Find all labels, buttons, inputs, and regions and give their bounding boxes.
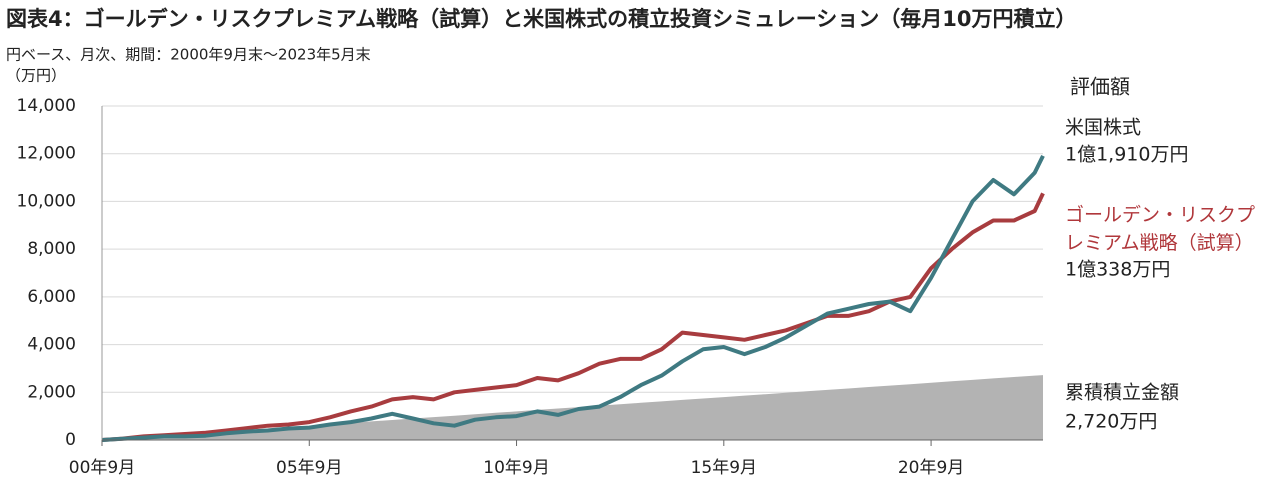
x-tick-label: 00年9月 <box>69 458 135 478</box>
y-tick-label: 2,000 <box>27 382 76 402</box>
chart-title: 図表4：ゴールデン・リスクプレミアム戦略（試算）と米国株式の積立投資シミュレーシ… <box>6 7 1077 31</box>
x-tick-label: 15年9月 <box>691 458 757 478</box>
x-tick-label: 10年9月 <box>483 458 549 478</box>
x-tick-label: 20年9月 <box>898 458 964 478</box>
y-tick-label: 6,000 <box>27 287 76 307</box>
y-tick-label: 14,000 <box>17 96 76 116</box>
y-tick-label: 4,000 <box>27 335 76 355</box>
y-tick-label: 10,000 <box>17 191 76 211</box>
y-tick-label: 12,000 <box>17 144 76 164</box>
y-tick-label: 0 <box>65 430 76 450</box>
legend-label: ゴールデン・リスクプレミアム戦略（試算） <box>1065 204 1255 254</box>
legend-label: 累積積立金額 <box>1065 382 1179 404</box>
legend-label: 米国株式 <box>1065 117 1141 139</box>
end-label: 1億1,910万円 <box>1065 144 1188 166</box>
plot-area <box>101 155 1045 442</box>
x-tick-label: 05年9月 <box>276 458 342 478</box>
y-axis-unit: （万円） <box>6 67 66 85</box>
end-label: 2,720万円 <box>1065 411 1157 433</box>
line <box>101 192 1045 442</box>
end-label: 1億338万円 <box>1065 259 1170 281</box>
chart-subtitle: 円ベース、月次、期間：2000年9月末～2023年5月末 <box>6 46 371 64</box>
legend-title: 評価額 <box>1070 75 1130 99</box>
y-tick-label: 8,000 <box>27 239 76 259</box>
line <box>101 155 1045 442</box>
